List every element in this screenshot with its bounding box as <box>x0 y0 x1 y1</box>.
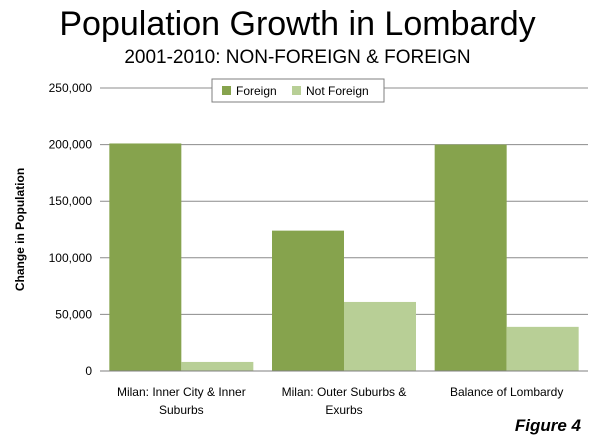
legend-label-foreign: Foreign <box>236 84 277 98</box>
x-category-labels: Milan: Inner City & Inner Suburbs Milan: O… <box>117 385 563 417</box>
x-category-label: Balance of Lombardy <box>450 385 563 399</box>
figure-label: Figure 4 <box>514 416 581 435</box>
y-tick-label: 250,000 <box>49 81 93 95</box>
y-tick-label: 200,000 <box>49 138 93 152</box>
y-tick-label: 150,000 <box>49 194 93 208</box>
x-category-label: Exurbs <box>325 403 362 417</box>
bar-not-foreign <box>506 326 579 371</box>
bar-not-foreign <box>344 301 416 371</box>
legend: Foreign Not Foreign <box>211 78 385 103</box>
y-tick-labels: 0 50,000 100,000 150,000 200,000 250,000 <box>49 81 93 378</box>
x-category-label: Suburbs <box>159 403 204 417</box>
bar-foreign <box>434 144 507 371</box>
bar-foreign <box>272 230 344 371</box>
x-category-label: Milan: Outer Suburbs & <box>282 385 407 399</box>
legend-label-not-foreign: Not Foreign <box>306 84 369 98</box>
legend-swatch-not-foreign <box>292 86 301 95</box>
bars <box>109 143 579 371</box>
bar-foreign <box>109 143 182 371</box>
y-tick-label: 100,000 <box>49 251 93 265</box>
chart-title: Population Growth in Lombardy <box>59 5 536 43</box>
y-tick-label: 0 <box>85 364 92 378</box>
bar-not-foreign <box>181 361 254 371</box>
y-axis-label: Change in Population <box>13 168 27 291</box>
y-tick-label: 50,000 <box>55 307 92 321</box>
x-category-label: Milan: Inner City & Inner <box>117 385 246 399</box>
legend-swatch-foreign <box>222 86 231 95</box>
chart-subtitle: 2001-2010: NON-FOREIGN & FOREIGN <box>124 47 471 68</box>
